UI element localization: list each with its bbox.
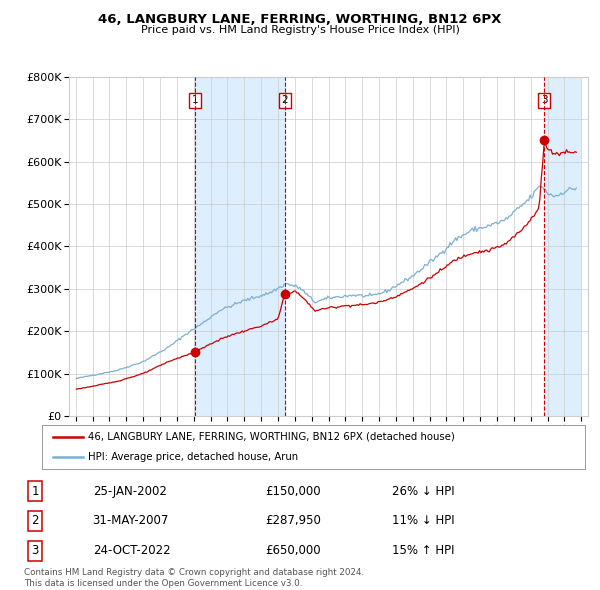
- Bar: [195, 77, 285, 416]
- Text: 11% ↓ HPI: 11% ↓ HPI: [392, 514, 455, 527]
- Text: 24-OCT-2022: 24-OCT-2022: [92, 545, 170, 558]
- Text: 25-JAN-2002: 25-JAN-2002: [92, 484, 167, 497]
- Text: £287,950: £287,950: [265, 514, 322, 527]
- Text: 26% ↓ HPI: 26% ↓ HPI: [392, 484, 455, 497]
- Text: 31-MAY-2007: 31-MAY-2007: [92, 514, 169, 527]
- Text: 3: 3: [31, 545, 39, 558]
- Text: 15% ↑ HPI: 15% ↑ HPI: [392, 545, 455, 558]
- Bar: [544, 77, 580, 416]
- Text: £650,000: £650,000: [265, 545, 321, 558]
- Text: 46, LANGBURY LANE, FERRING, WORTHING, BN12 6PX (detached house): 46, LANGBURY LANE, FERRING, WORTHING, BN…: [88, 432, 455, 442]
- Text: HPI: Average price, detached house, Arun: HPI: Average price, detached house, Arun: [88, 452, 298, 462]
- Text: £150,000: £150,000: [265, 484, 321, 497]
- Text: 1: 1: [191, 96, 198, 106]
- Text: Contains HM Land Registry data © Crown copyright and database right 2024.
This d: Contains HM Land Registry data © Crown c…: [24, 568, 364, 588]
- Text: 1: 1: [31, 484, 39, 497]
- Text: 2: 2: [31, 514, 39, 527]
- Text: 2: 2: [281, 96, 288, 106]
- Text: Price paid vs. HM Land Registry's House Price Index (HPI): Price paid vs. HM Land Registry's House …: [140, 25, 460, 35]
- Text: 46, LANGBURY LANE, FERRING, WORTHING, BN12 6PX: 46, LANGBURY LANE, FERRING, WORTHING, BN…: [98, 13, 502, 26]
- Text: 3: 3: [541, 96, 548, 106]
